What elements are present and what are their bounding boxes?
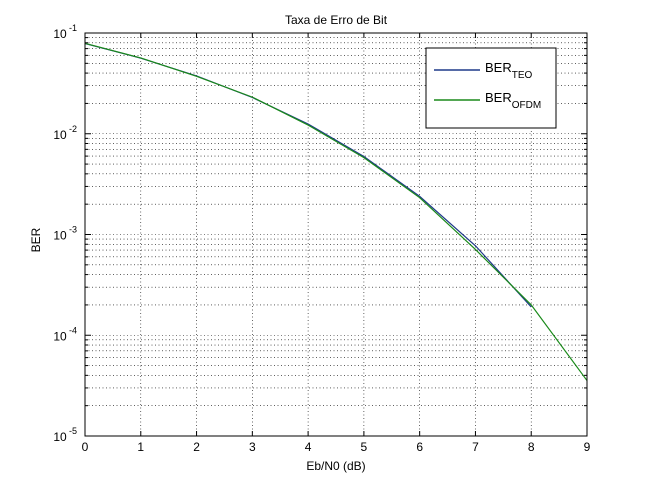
x-tick-label: 5 xyxy=(361,440,368,454)
y-tick-label: 10 xyxy=(53,329,67,343)
x-tick-label: 3 xyxy=(249,440,256,454)
y-tick-exponent: -2 xyxy=(69,124,77,134)
y-tick-label: 10 xyxy=(53,128,67,142)
y-tick-exponent: -5 xyxy=(69,426,77,436)
y-axis-label: BER xyxy=(29,227,43,252)
legend-box xyxy=(425,47,557,129)
y-tick-label: 10 xyxy=(53,27,67,41)
y-tick-label: 10 xyxy=(53,430,67,444)
series-line-ofdm xyxy=(84,42,588,381)
x-tick-label: 2 xyxy=(193,440,200,454)
x-tick-label: 9 xyxy=(584,440,591,454)
x-axis-ticks: 0 1 2 3 4 5 6 7 8 9 xyxy=(82,33,591,454)
y-tick-exponent: -3 xyxy=(69,225,77,235)
x-tick-label: 8 xyxy=(528,440,535,454)
chart-title: Taxa de Erro de Bit xyxy=(285,13,388,27)
x-tick-label: 7 xyxy=(472,440,479,454)
y-axis-ticks: 10-510-410-310-210-1 xyxy=(53,23,587,444)
y-tick-exponent: -1 xyxy=(69,23,77,33)
y-tick-exponent: -4 xyxy=(69,325,77,335)
x-tick-label: 1 xyxy=(137,440,144,454)
x-axis-label: Eb/N0 (dB) xyxy=(306,459,365,473)
x-tick-label: 6 xyxy=(416,440,423,454)
x-tick-label: 0 xyxy=(82,440,89,454)
series-lines xyxy=(84,42,588,381)
y-tick-label: 10 xyxy=(53,229,67,243)
x-tick-label: 4 xyxy=(305,440,312,454)
